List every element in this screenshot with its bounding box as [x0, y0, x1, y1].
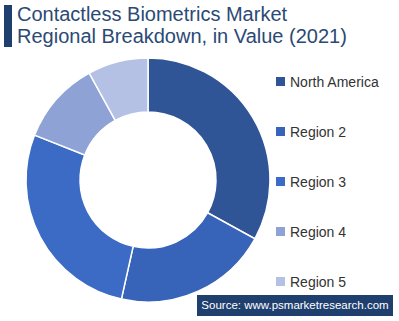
legend-swatch: [276, 77, 285, 86]
legend-swatch: [276, 227, 285, 236]
slice: [26, 135, 133, 299]
legend-label: Region 4: [290, 224, 346, 240]
legend-label: Region 5: [290, 274, 346, 290]
legend: North America Region 2 Region 3 Region 4 Reg…: [276, 74, 379, 290]
legend-label: North America: [290, 74, 379, 90]
legend-swatch: [276, 277, 285, 286]
legend-swatch: [276, 127, 285, 136]
slice: [148, 58, 270, 239]
chart: North America Region 2 Region 3 Region 4 Reg…: [0, 0, 399, 321]
slice: [121, 213, 255, 302]
legend-swatch: [276, 177, 285, 186]
legend-label: Region 3: [290, 174, 346, 190]
legend-label: Region 2: [290, 124, 346, 140]
title: Contactless Biometrics Market Regional B…: [17, 3, 362, 47]
source: Source: www.psmarketresearch.com: [197, 295, 393, 316]
slice: [89, 58, 148, 120]
title-bar: [4, 5, 12, 47]
donut: [26, 58, 270, 302]
